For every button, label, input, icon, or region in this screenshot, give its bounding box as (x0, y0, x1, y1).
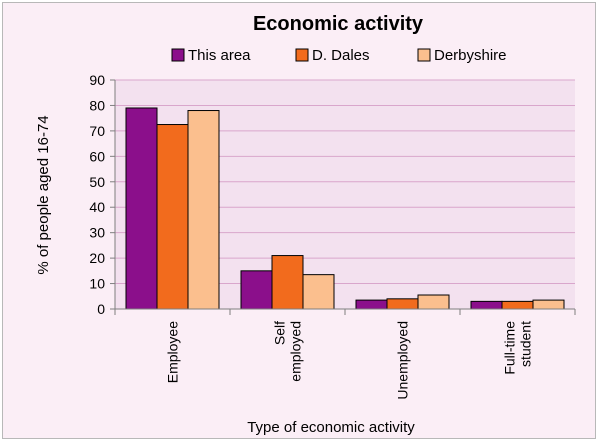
y-tick-label: 70 (89, 123, 105, 139)
y-tick-label: 40 (89, 199, 105, 215)
legend-swatch (171, 48, 185, 62)
x-tick-label: Self (272, 321, 288, 345)
bar (302, 274, 335, 310)
bar (386, 298, 419, 310)
x-tick-label: Full-time (502, 321, 518, 375)
y-tick-label: 30 (89, 225, 105, 241)
bar (470, 300, 503, 310)
bar (501, 300, 534, 310)
bars (125, 107, 565, 310)
legend-swatch (417, 48, 431, 62)
bar (532, 299, 565, 310)
bar (355, 299, 388, 310)
y-tick-label: 50 (89, 174, 105, 190)
legend-label: This area (188, 47, 251, 64)
bar (156, 124, 189, 310)
bar (240, 270, 273, 310)
y-axis-label: % of people aged 16-74 (35, 115, 52, 274)
x-axis: Employee Self employed Unemployed Full-time s… (114, 308, 576, 400)
bar (125, 107, 158, 310)
legend-label: D. Dales (312, 47, 370, 64)
x-tick-label: Employee (165, 321, 181, 383)
y-tick-label: 90 (89, 72, 105, 88)
y-tick-label: 0 (97, 301, 105, 317)
bar (187, 110, 220, 310)
bar (271, 255, 304, 310)
legend: This area D. Dales Derbyshire (171, 47, 507, 64)
chart-title: Economic activity (253, 13, 424, 35)
y-tick-label: 20 (89, 250, 105, 266)
x-tick-label: employed (288, 321, 304, 382)
x-tick-label: student (518, 321, 534, 367)
x-axis-label: Type of economic activity (247, 419, 415, 436)
y-tick-label: 80 (89, 97, 105, 113)
y-axis: 0 10 20 30 40 50 60 70 80 90 (89, 72, 116, 317)
legend-label: Derbyshire (434, 47, 507, 64)
bar (417, 294, 450, 310)
y-tick-label: 10 (89, 276, 105, 292)
y-tick-label: 60 (89, 148, 105, 164)
x-tick-label: Unemployed (395, 321, 411, 400)
legend-swatch (295, 48, 309, 62)
